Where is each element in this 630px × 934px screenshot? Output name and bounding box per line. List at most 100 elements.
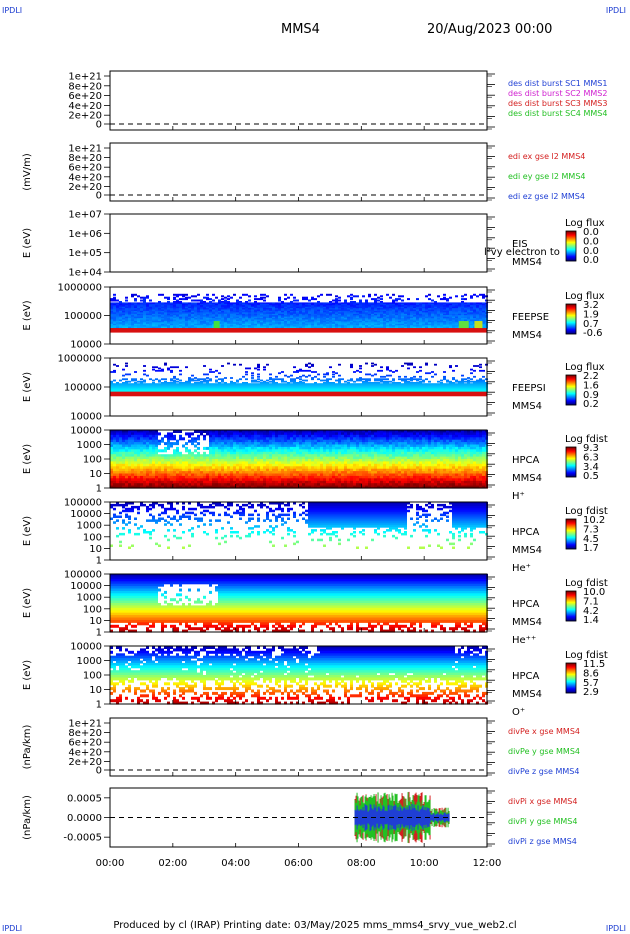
heatmap-cell xyxy=(470,313,473,316)
heatmap-cell xyxy=(263,303,266,306)
heatmap-cell xyxy=(158,432,161,436)
heatmap-cell xyxy=(218,383,221,385)
heatmap-cell xyxy=(470,368,473,371)
heatmap-cell xyxy=(383,385,386,388)
heatmap-cell xyxy=(428,380,431,383)
colorbar-strip xyxy=(566,384,576,386)
heatmap-cell xyxy=(158,475,161,479)
heatmap-cell xyxy=(245,303,248,306)
heatmap-cell xyxy=(428,390,431,393)
heatmap-cell xyxy=(347,315,350,318)
heatmap-cell xyxy=(290,378,293,381)
heatmap-cell xyxy=(260,326,263,329)
heatmap-cell xyxy=(467,309,470,312)
heatmap-cell xyxy=(197,378,200,381)
heatmap-cell xyxy=(170,386,173,389)
heatmap-cell xyxy=(293,371,296,373)
heatmap-cell xyxy=(383,303,386,306)
heatmap-cell xyxy=(155,383,158,385)
heatmap-cell xyxy=(149,316,152,319)
heatmap-cell xyxy=(443,298,446,301)
heatmap-cell xyxy=(191,374,194,377)
heatmap-cell xyxy=(353,313,356,316)
heatmap-cell xyxy=(131,466,134,470)
heatmap-cell xyxy=(386,293,389,296)
heatmap-cell xyxy=(167,318,170,321)
heatmap-cell xyxy=(323,319,326,322)
heatmap-cell xyxy=(260,315,263,318)
heatmap-cell xyxy=(335,325,338,328)
heatmap-cell xyxy=(431,385,434,388)
heatmap-cell xyxy=(443,322,446,325)
heatmap-cell xyxy=(134,303,137,306)
heatmap-cell xyxy=(371,325,374,328)
heatmap-cell xyxy=(293,319,296,322)
heatmap-cell xyxy=(134,430,137,433)
heatmap-cell xyxy=(335,315,338,318)
heatmap-cell xyxy=(284,313,287,316)
heatmap-cell xyxy=(350,310,353,313)
heatmap-cell xyxy=(185,390,188,393)
heatmap-cell xyxy=(290,303,293,306)
heatmap-cell xyxy=(248,384,251,387)
heatmap-cell xyxy=(299,322,302,325)
heatmap-cell xyxy=(350,388,353,390)
heatmap-cell xyxy=(479,309,482,312)
heatmap-cell xyxy=(359,379,362,382)
heatmap-cell xyxy=(143,390,146,393)
heatmap-cell xyxy=(272,323,275,326)
heatmap-cell xyxy=(473,305,476,308)
heatmap-cell xyxy=(272,390,275,393)
heatmap-cell xyxy=(143,303,146,306)
heatmap-cell xyxy=(224,326,227,329)
heatmap-cell xyxy=(242,323,245,326)
heatmap-cell xyxy=(245,313,248,316)
heatmap-cell xyxy=(299,389,302,391)
heatmap-cell xyxy=(422,320,425,323)
heatmap-cell xyxy=(128,310,131,313)
heatmap-cell xyxy=(317,305,320,308)
heatmap-cell xyxy=(152,478,155,482)
heatmap-cell xyxy=(284,388,287,390)
heatmap-cell xyxy=(407,383,410,385)
heatmap-cell xyxy=(380,322,383,325)
heatmap-cell xyxy=(401,378,404,381)
heatmap-cell xyxy=(146,374,149,377)
heatmap-cell xyxy=(302,383,305,385)
heatmap-cell xyxy=(113,444,116,448)
heatmap-cell xyxy=(290,309,293,312)
heatmap-cell xyxy=(254,379,257,382)
heatmap-cell xyxy=(467,389,470,391)
heatmap-cell xyxy=(209,320,212,323)
heatmap-cell xyxy=(476,382,479,384)
heatmap-cell xyxy=(254,323,257,326)
colorbar-strip xyxy=(566,393,576,395)
heatmap-cell xyxy=(395,323,398,326)
heatmap-cell xyxy=(464,306,467,309)
heatmap-cell xyxy=(407,315,410,318)
heatmap-cell xyxy=(347,382,350,384)
heatmap-cell xyxy=(377,383,380,385)
heatmap-cell xyxy=(149,434,152,438)
heatmap-cell xyxy=(251,379,254,382)
heatmap-cell xyxy=(314,385,317,388)
heatmap-cell xyxy=(317,313,320,316)
heatmap-cell xyxy=(461,374,464,377)
heatmap-cell xyxy=(122,434,125,438)
heatmap-cell xyxy=(113,369,116,372)
heatmap-cell xyxy=(404,383,407,385)
heatmap-cell xyxy=(143,475,146,479)
heatmap-cell xyxy=(182,320,185,323)
colorbar-strip xyxy=(566,399,576,401)
heatmap-cell xyxy=(206,386,209,389)
heatmap-cell xyxy=(278,308,281,311)
heatmap-cell xyxy=(368,312,371,315)
heatmap-cell xyxy=(464,318,467,321)
heatmap-cell xyxy=(383,323,386,326)
heatmap-cell xyxy=(470,322,473,325)
heatmap-cell xyxy=(146,463,149,467)
heatmap-cell xyxy=(188,313,191,316)
heatmap-cell xyxy=(146,446,149,450)
heatmap-cell xyxy=(377,320,380,323)
heatmap-cell xyxy=(317,389,320,391)
